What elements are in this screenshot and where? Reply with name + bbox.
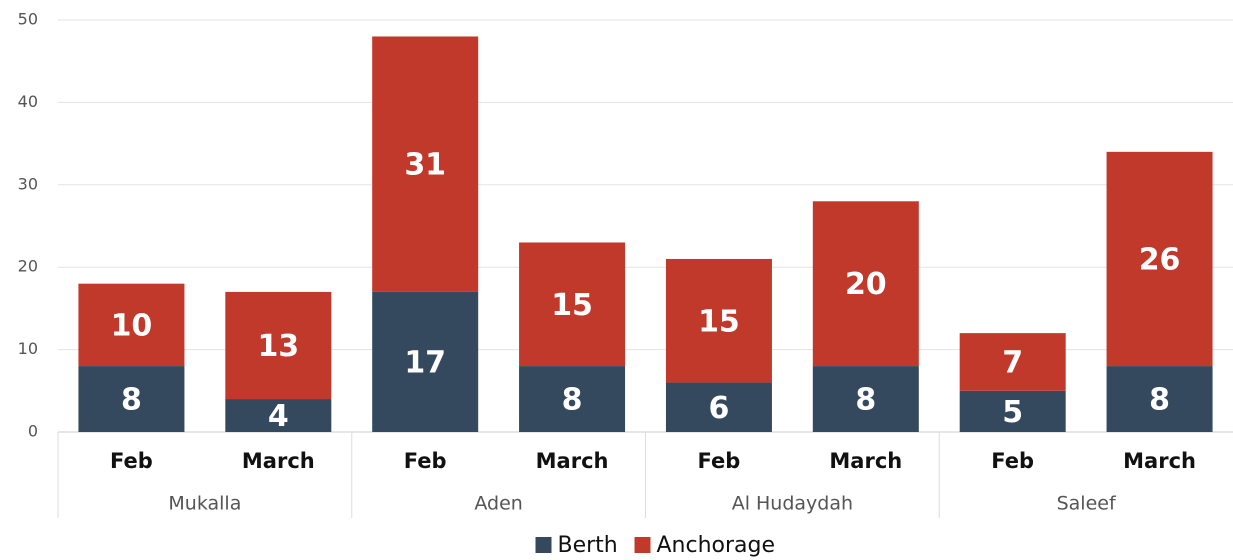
value-label: 4 bbox=[268, 399, 289, 434]
value-label: 17 bbox=[404, 345, 446, 380]
value-label: 26 bbox=[1139, 242, 1181, 277]
value-label: 5 bbox=[1002, 395, 1023, 430]
group-label: Aden bbox=[474, 493, 522, 515]
bar-segment bbox=[812, 201, 919, 367]
x-tick-label: Feb bbox=[404, 449, 447, 473]
value-label: 8 bbox=[855, 383, 876, 418]
x-tick-label: March bbox=[829, 449, 902, 473]
x-tick-label: Feb bbox=[698, 449, 741, 473]
y-tick-label: 10 bbox=[18, 339, 38, 358]
value-label: 10 bbox=[111, 308, 153, 343]
legend-label: Berth bbox=[558, 533, 618, 558]
y-tick-label: 50 bbox=[18, 10, 38, 29]
bar-segment bbox=[225, 399, 332, 432]
y-tick-label: 20 bbox=[18, 257, 38, 276]
bar-segment bbox=[812, 366, 919, 432]
bar-segment bbox=[959, 333, 1066, 391]
group-label: Mukalla bbox=[168, 493, 241, 515]
x-tick-label: Feb bbox=[991, 449, 1034, 473]
y-tick-label: 0 bbox=[28, 422, 38, 441]
legend-label: Anchorage bbox=[657, 533, 776, 558]
value-label: 8 bbox=[121, 383, 142, 418]
bar-segment bbox=[665, 258, 772, 383]
value-label: 8 bbox=[562, 383, 583, 418]
y-tick-label: 30 bbox=[18, 174, 38, 193]
x-tick-label: Feb bbox=[110, 449, 153, 473]
bar-segment bbox=[78, 283, 185, 367]
bar-segment bbox=[665, 382, 772, 432]
group-label: Al Hudaydah bbox=[732, 493, 853, 515]
bar-segment bbox=[372, 291, 479, 432]
group-label: Saleef bbox=[1057, 493, 1117, 515]
bar-segment bbox=[78, 366, 185, 432]
value-label: 15 bbox=[551, 288, 593, 323]
value-label: 8 bbox=[1149, 383, 1170, 418]
value-label: 20 bbox=[845, 267, 887, 302]
value-label: 7 bbox=[1002, 345, 1023, 380]
bar-segment bbox=[519, 242, 626, 367]
legend-swatch bbox=[634, 537, 651, 553]
bar-segment bbox=[225, 291, 332, 400]
value-label: 13 bbox=[257, 329, 299, 364]
bar-segment bbox=[959, 390, 1066, 432]
bar-segment bbox=[519, 366, 626, 432]
legend-swatch bbox=[535, 537, 552, 553]
bar-segment bbox=[1106, 151, 1213, 367]
value-label: 6 bbox=[709, 391, 730, 426]
y-tick-label: 40 bbox=[18, 92, 38, 111]
bar-segment bbox=[372, 36, 479, 292]
x-tick-label: March bbox=[242, 449, 315, 473]
x-tick-label: March bbox=[1123, 449, 1196, 473]
bar-segment bbox=[1106, 366, 1213, 432]
value-label: 31 bbox=[404, 148, 446, 183]
value-label: 15 bbox=[698, 304, 740, 339]
x-tick-label: March bbox=[536, 449, 609, 473]
